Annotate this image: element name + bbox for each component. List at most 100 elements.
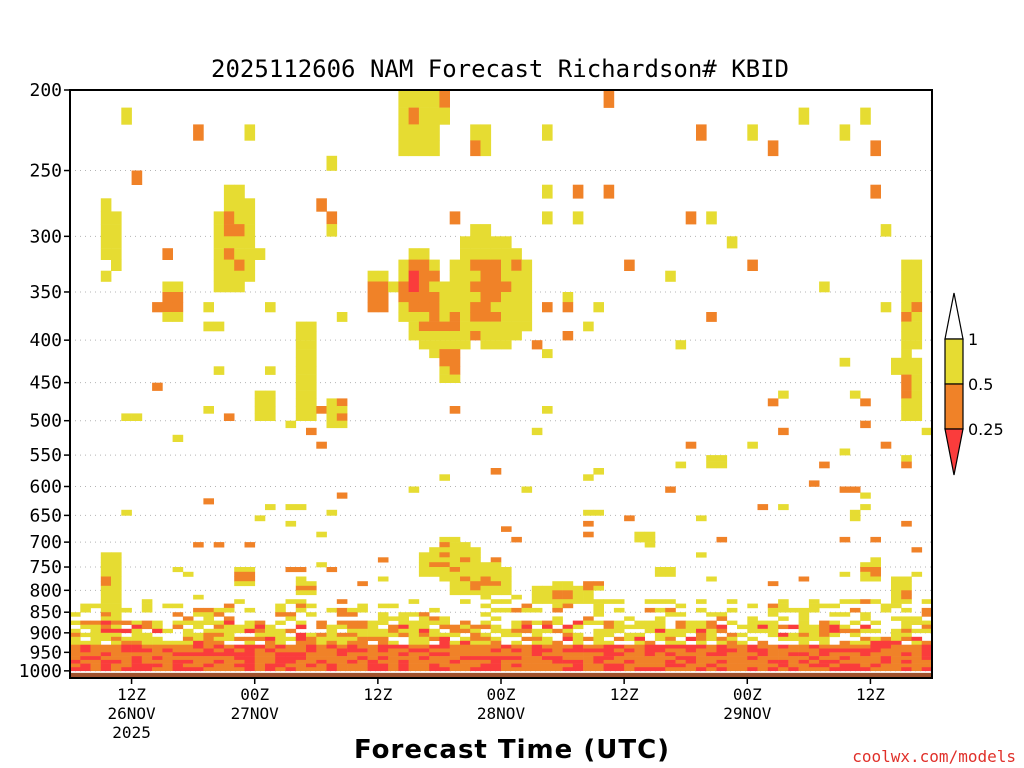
ri-cell — [449, 547, 461, 553]
ri-cell — [100, 624, 112, 630]
ri-cell — [891, 599, 902, 604]
ri-cell — [449, 349, 461, 359]
ri-cell — [860, 504, 871, 511]
ri-cell — [767, 398, 779, 407]
ri-cell — [839, 659, 851, 664]
ri-cell — [244, 581, 256, 587]
ri-cell — [213, 632, 225, 638]
ri-cell — [70, 628, 81, 634]
ri-cell — [367, 656, 379, 661]
ri-cell — [542, 590, 553, 596]
ri-cell — [100, 224, 112, 237]
ri-cell — [788, 652, 799, 657]
ri-cell — [460, 557, 471, 563]
ri-cell — [572, 652, 584, 657]
ri-cell — [152, 656, 163, 661]
ri-cell — [234, 211, 245, 225]
ri-cell — [808, 648, 820, 653]
ri-cell — [336, 656, 348, 661]
ri-cell — [880, 656, 892, 661]
ri-cell — [562, 590, 574, 596]
ri-cell — [295, 652, 307, 657]
ri-cell — [839, 599, 851, 604]
ri-cell — [377, 636, 389, 641]
ri-cell — [429, 321, 440, 332]
ri-cell — [377, 292, 389, 303]
ri-cell — [449, 640, 461, 645]
credit-link[interactable]: coolwx.com/models — [852, 747, 1016, 766]
ri-cell — [644, 599, 656, 604]
ri-cell — [388, 632, 399, 638]
ri-cell — [901, 455, 912, 462]
ri-cell — [808, 628, 820, 634]
ri-cell — [603, 632, 615, 638]
ri-cell — [634, 644, 645, 649]
ri-cell — [870, 648, 881, 653]
ri-cell — [275, 644, 286, 649]
ri-cell — [213, 620, 225, 625]
ri-cell — [644, 644, 656, 649]
ri-cell — [223, 632, 235, 638]
ri-cell — [418, 567, 430, 573]
ri-cell — [347, 656, 358, 661]
ri-cell — [583, 659, 594, 664]
ri-cell — [788, 648, 799, 653]
ri-cell — [470, 248, 481, 260]
ri-cell — [716, 663, 728, 668]
ri-cell — [336, 612, 348, 617]
ri-cell — [295, 648, 307, 653]
ri-cell — [213, 248, 225, 260]
ri-cell — [747, 624, 758, 630]
ri-cell — [860, 648, 871, 653]
ri-cell — [254, 515, 266, 522]
ri-cell — [357, 656, 368, 661]
ri-cell — [860, 663, 871, 668]
ri-cell — [891, 590, 902, 596]
ri-cell — [398, 652, 409, 657]
ri-cell — [839, 486, 851, 493]
ri-cell — [531, 590, 543, 596]
ri-cell — [347, 659, 358, 664]
ri-cell — [593, 509, 604, 516]
ri-cell — [100, 616, 112, 621]
ri-cell — [347, 640, 358, 645]
ri-cell — [429, 567, 440, 573]
ri-cell — [111, 576, 122, 582]
ri-cell — [521, 663, 533, 668]
ri-cell — [111, 624, 122, 630]
ri-cell — [203, 640, 214, 645]
ri-cell — [377, 270, 389, 282]
ri-cell — [172, 659, 184, 664]
ri-cell — [265, 390, 276, 399]
ri-cell — [336, 640, 348, 645]
ri-cell — [439, 90, 450, 108]
ri-cell — [285, 567, 297, 573]
ri-cell — [449, 656, 461, 661]
ri-cell — [121, 644, 132, 649]
ri-cell — [788, 667, 799, 672]
ri-cell — [306, 406, 317, 414]
ri-cell — [234, 571, 245, 577]
ri-cell — [172, 624, 184, 630]
ri-cell — [429, 547, 440, 553]
ri-cell — [531, 628, 543, 634]
ri-cell — [788, 632, 799, 638]
ri-cell — [408, 140, 420, 157]
ri-cell — [583, 321, 594, 332]
ri-cell — [172, 312, 184, 322]
ri-cell — [819, 648, 830, 653]
ri-cell — [306, 590, 317, 596]
ri-cell — [819, 640, 830, 645]
ri-cell — [439, 571, 450, 577]
ri-cell — [531, 607, 543, 613]
ri-cell — [254, 656, 266, 661]
ri-cell — [798, 640, 810, 645]
ri-cell — [152, 652, 163, 657]
ri-cell — [860, 576, 871, 582]
ri-cell — [624, 632, 635, 638]
ri-cell — [367, 648, 379, 653]
ri-cell — [408, 652, 420, 657]
ri-cell — [193, 640, 204, 645]
ri-cell — [141, 667, 153, 672]
ri-cell — [685, 636, 697, 641]
